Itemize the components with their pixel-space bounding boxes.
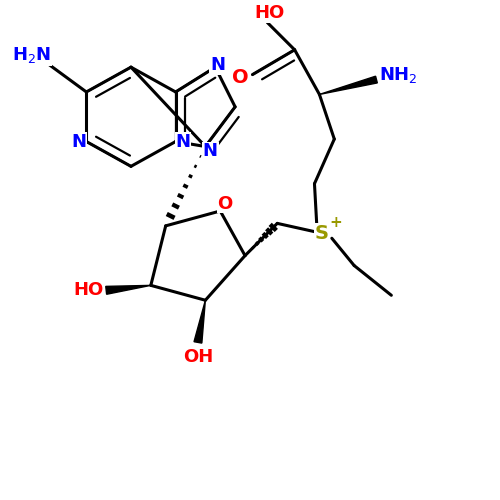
Text: HO: HO — [74, 282, 104, 300]
Text: N: N — [210, 56, 226, 74]
Text: S: S — [315, 224, 329, 243]
Text: N: N — [203, 142, 218, 160]
Text: N: N — [176, 132, 190, 150]
Text: +: + — [330, 215, 342, 230]
Text: H$_2$N: H$_2$N — [12, 45, 51, 65]
Polygon shape — [320, 76, 378, 94]
Text: N: N — [72, 132, 86, 150]
Text: NH$_2$: NH$_2$ — [380, 64, 418, 84]
Text: O: O — [218, 194, 233, 212]
Text: OH: OH — [183, 348, 213, 366]
Text: O: O — [232, 68, 248, 86]
Polygon shape — [106, 286, 151, 294]
Text: HO: HO — [254, 4, 285, 22]
Polygon shape — [194, 300, 205, 343]
